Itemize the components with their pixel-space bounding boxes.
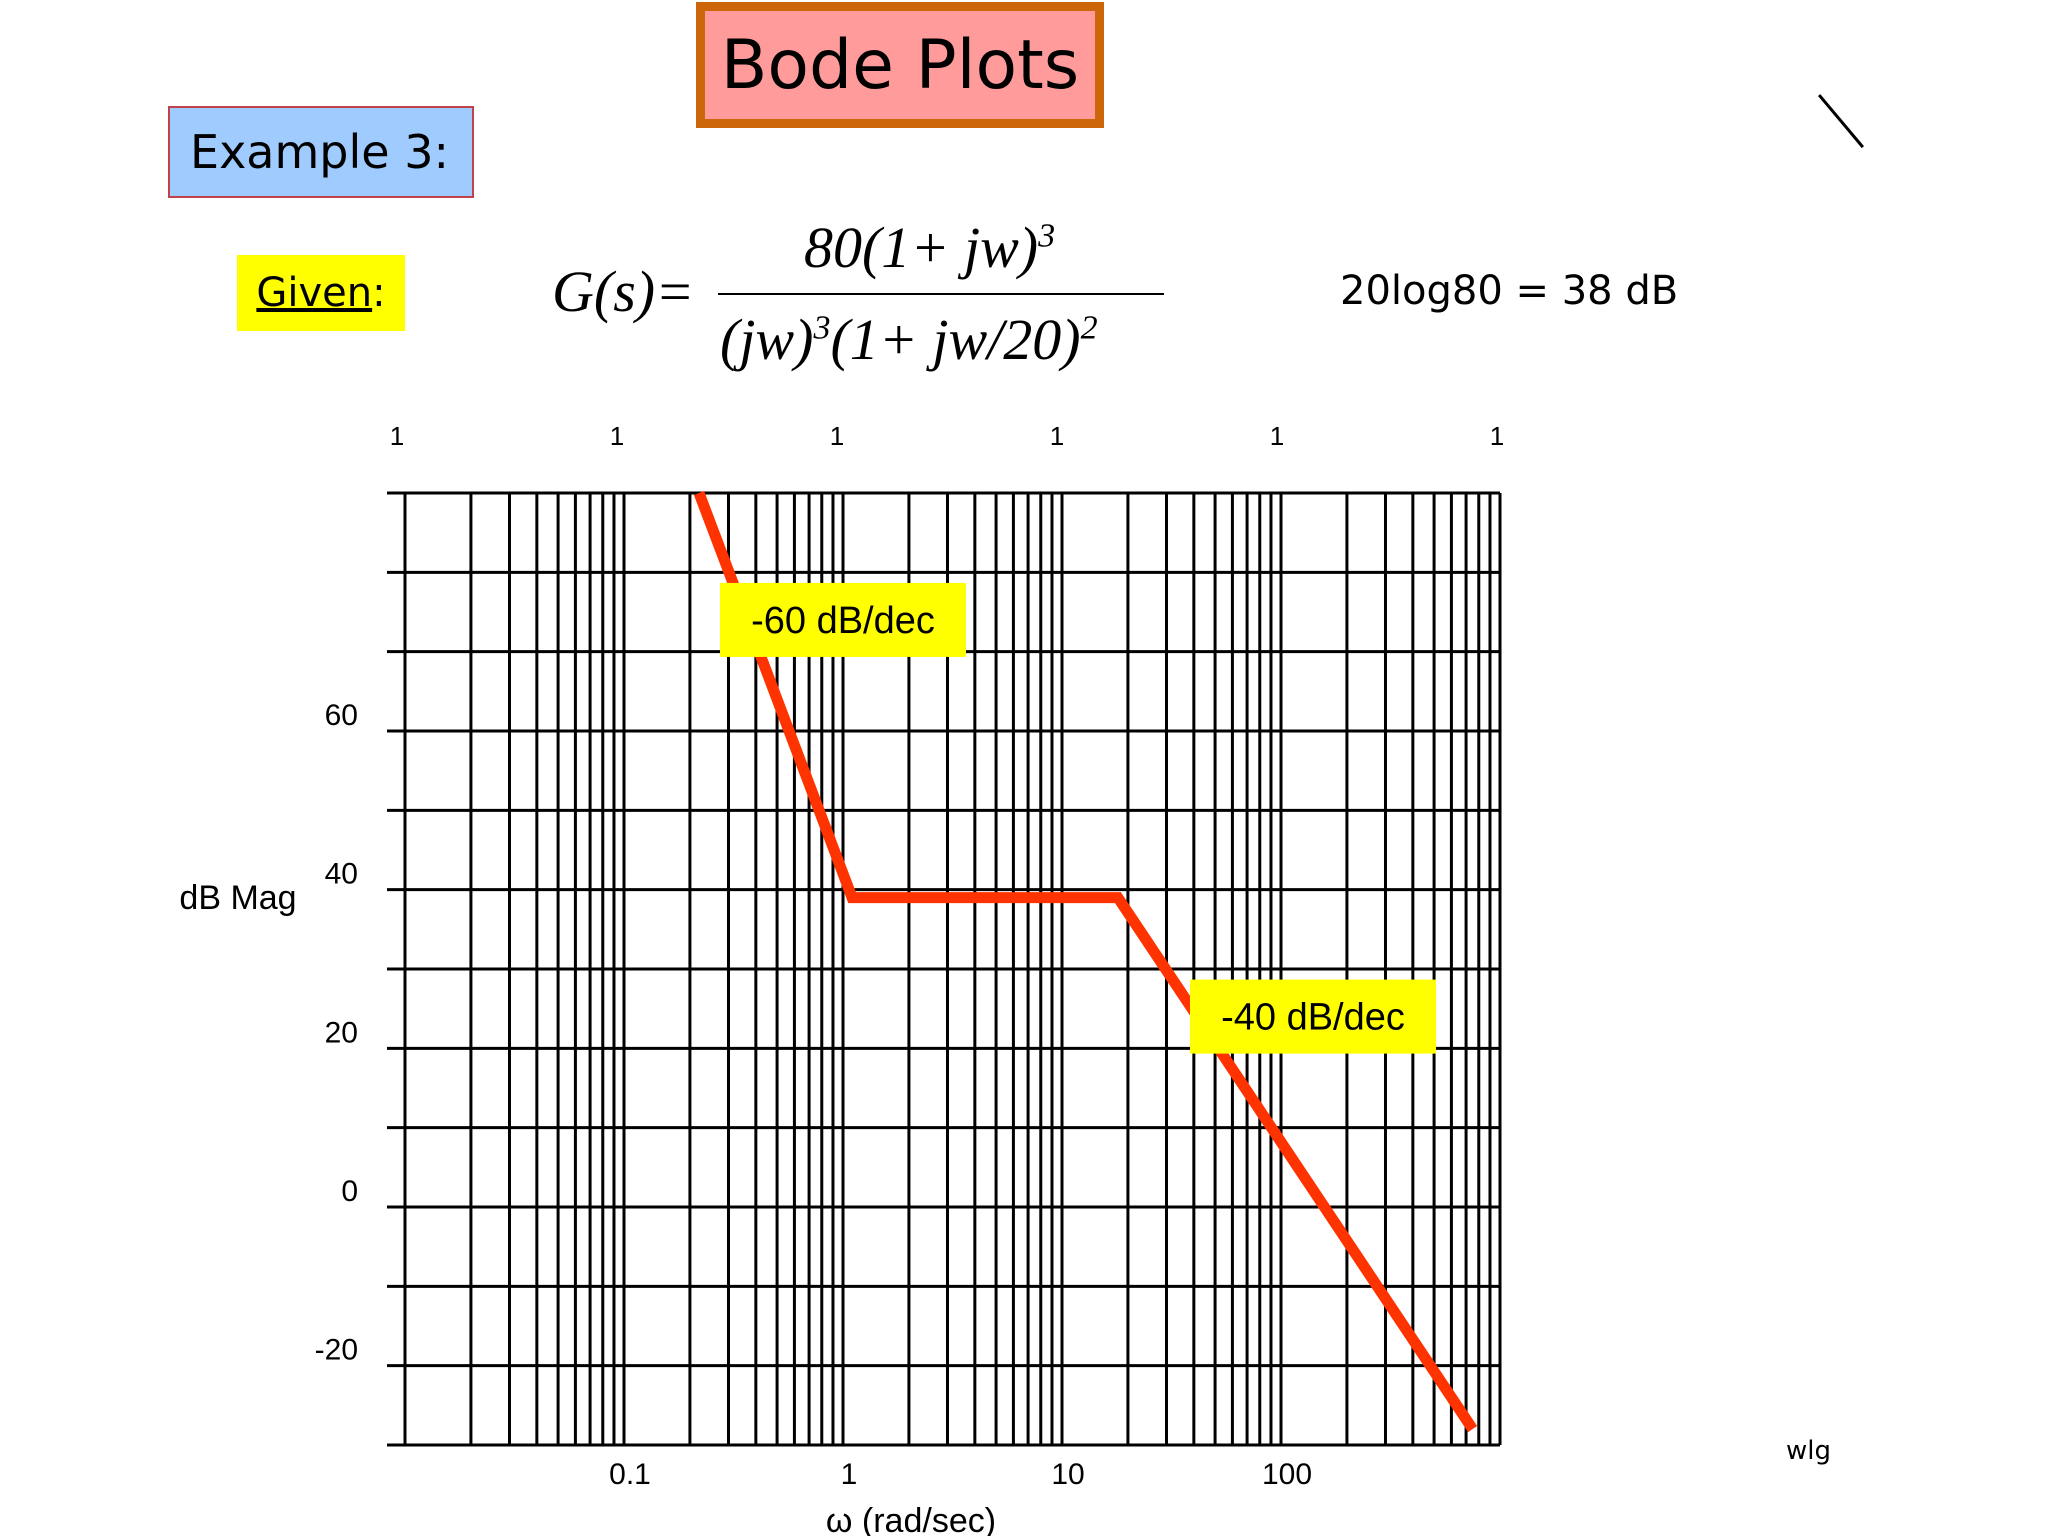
x-axis-label: ω (rad/sec)	[826, 1502, 996, 1536]
transfer-function-equation: G(s)= 80(1+ jw)3 (jw)3(1+ jw/20)2	[552, 214, 1172, 374]
gain-note: 20log80 = 38 dB	[1340, 268, 1679, 314]
given-label-box: Given:	[237, 255, 405, 331]
equation-denominator: (jw)3(1+ jw/20)2	[720, 306, 1098, 373]
chart-ticks: 60 40 20 0 -20 0.1 1 10 100 1 1 1 1 1 1	[315, 421, 1505, 1491]
x-tick-label: 10	[1051, 1458, 1084, 1491]
example-label-box: Example 3:	[168, 106, 474, 198]
asymptote-line	[693, 491, 1478, 1433]
example-label: Example 3:	[190, 125, 449, 179]
top-row-label: 1	[1490, 421, 1504, 451]
top-row-label: 1	[390, 421, 404, 451]
slide-title-text: Bode Plots	[720, 25, 1080, 105]
chart-series	[693, 491, 1478, 1433]
top-row-label: 1	[1270, 421, 1284, 451]
equation-lhs: G(s)=	[552, 259, 695, 324]
given-colon: :	[372, 270, 386, 316]
y-axis-label: dB Mag	[179, 879, 296, 917]
author-initials: wlg	[1786, 1436, 1831, 1466]
equation-numerator-exponent: 3	[1038, 217, 1056, 255]
top-row-label: 1	[830, 421, 844, 451]
x-tick-label: 100	[1262, 1458, 1312, 1491]
top-row-label: 1	[1050, 421, 1064, 451]
equation-denominator-exponent-b: 2	[1080, 309, 1098, 347]
equation-denominator-exponent-a: 3	[813, 309, 831, 347]
x-tick-label: 0.1	[609, 1458, 651, 1491]
y-tick-label: 20	[325, 1016, 358, 1049]
slope-annotation-label: -60 dB/dec	[751, 600, 935, 642]
y-tick-label: 60	[325, 699, 358, 732]
chart-annotations: -60 dB/dec -40 dB/dec	[720, 582, 1437, 1054]
given-label: Given	[256, 270, 373, 316]
equation-denominator-term-b: (1+ jw/20)	[830, 307, 1081, 372]
y-tick-label: 0	[341, 1175, 358, 1208]
chart-grid	[387, 491, 1502, 1447]
slope-annotation-label: -40 dB/dec	[1221, 997, 1405, 1039]
slope-annotation-box	[720, 582, 966, 657]
equation-denominator-term-a: (jw)	[720, 307, 814, 372]
y-tick-label: 40	[325, 858, 358, 891]
equation-numerator-body: 80(1+ jw)	[804, 215, 1039, 280]
slide-title: Bode Plots	[696, 2, 1104, 128]
x-tick-label: 1	[841, 1458, 858, 1491]
y-tick-label: -20	[315, 1334, 358, 1367]
fraction-bar	[718, 293, 1164, 295]
top-row-label: 1	[610, 421, 624, 451]
slope-annotation-box	[1190, 979, 1437, 1054]
equation-numerator: 80(1+ jw)3	[804, 214, 1055, 281]
